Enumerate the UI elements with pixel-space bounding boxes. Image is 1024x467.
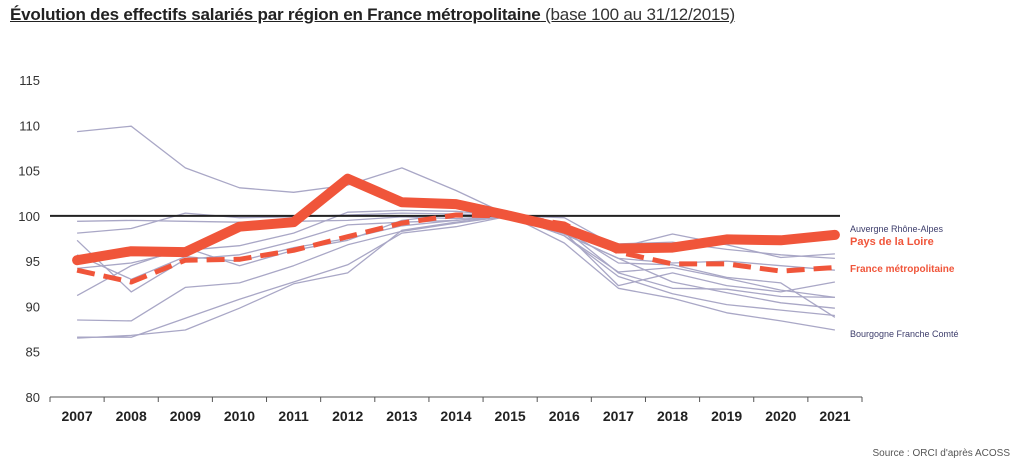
y-tick-label: 85 <box>26 345 40 360</box>
title-base: (base 100 au 31/12/2015) <box>545 5 736 24</box>
x-tick-label: 2019 <box>711 408 742 424</box>
series-line-pays-de-la-loire <box>72 173 840 266</box>
series-line-region <box>77 215 836 339</box>
x-tick-label: 2016 <box>549 408 580 424</box>
x-tick-label: 2021 <box>819 408 850 424</box>
x-tick-label: 2017 <box>603 408 634 424</box>
series-line-region <box>77 215 835 338</box>
x-tick-label: 2007 <box>61 408 92 424</box>
label-bourgogne-franche-comte: Bourgogne Franche Comté <box>850 329 959 339</box>
x-tick-label: 2014 <box>440 408 471 424</box>
y-tick-label: 110 <box>19 118 40 133</box>
y-tick-label: 115 <box>19 73 40 88</box>
y-tick-label: 100 <box>18 209 40 224</box>
x-tick-label: 2010 <box>224 408 255 424</box>
x-tick-label: 2012 <box>332 408 363 424</box>
x-tick-label: 2008 <box>116 408 147 424</box>
y-tick-label: 105 <box>18 164 40 179</box>
series-line-france <box>76 212 836 285</box>
x-tick-label: 2009 <box>170 408 201 424</box>
x-tick-label: 2015 <box>495 408 526 424</box>
x-tick-label: 2018 <box>657 408 688 424</box>
x-tick-label: 2020 <box>765 408 796 424</box>
label-auvergne-rhone-alpes: Auvergne Rhône-Alpes <box>850 224 944 234</box>
series-line-region <box>77 215 835 322</box>
y-tick-label: 90 <box>26 299 40 314</box>
y-tick-label: 95 <box>26 254 40 269</box>
label-pays-de-la-loire: Pays de la Loire <box>850 236 934 248</box>
x-tick-label: 2011 <box>278 408 309 424</box>
y-tick-label: 80 <box>26 390 40 405</box>
chart-title: Évolution des effectifs salariés par rég… <box>10 5 735 25</box>
series-line-region <box>76 215 835 299</box>
series-line-region <box>77 125 836 318</box>
source-note: Source : ORCI d'après ACOSS <box>872 448 1010 459</box>
x-tick-label: 2013 <box>386 408 417 424</box>
label-france-metropolitaine: France métropolitaine <box>850 264 955 275</box>
title-main: Évolution des effectifs salariés par rég… <box>10 5 541 24</box>
